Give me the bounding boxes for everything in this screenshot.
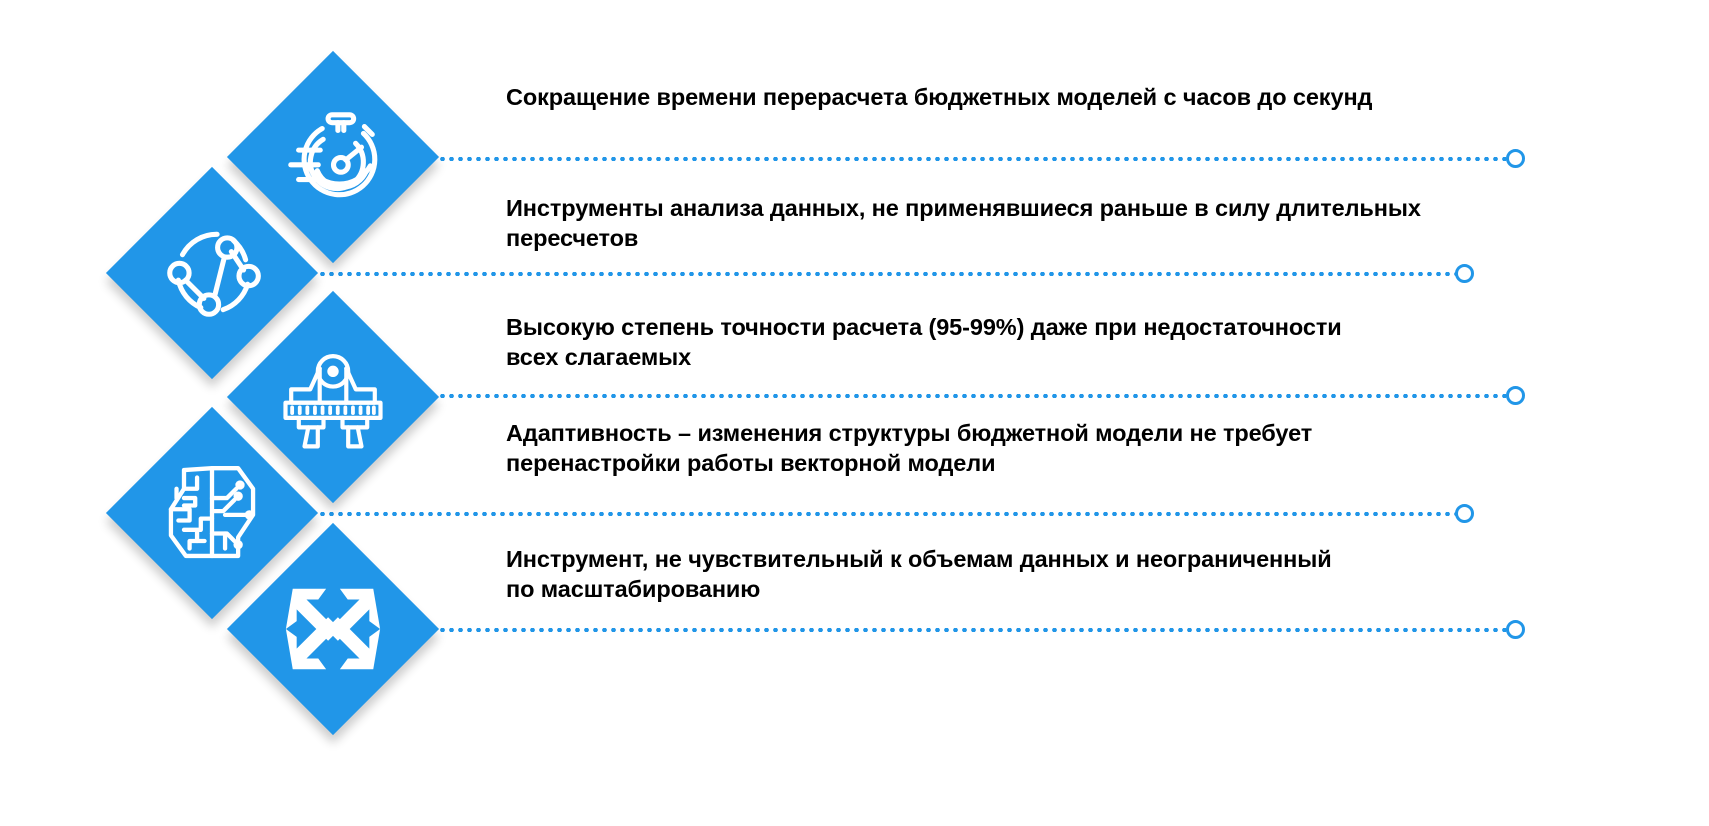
stopwatch-speed-icon [279, 103, 387, 211]
benefit-text-3: Высокую степень точности расчета (95-99%… [506, 314, 1342, 370]
connector-line-2 [318, 272, 1458, 276]
icon-diamond-1 [226, 50, 440, 264]
benefit-text-4: Адаптивность – изменения структуры бюдже… [506, 420, 1313, 476]
benefit-text-2: Инструменты анализа данных, не применявш… [506, 195, 1421, 251]
icon-diamond-4 [105, 406, 319, 620]
connector-line-3 [438, 394, 1510, 398]
connector-endpoint-1 [1506, 149, 1525, 168]
expand-arrows-icon [279, 575, 387, 683]
icon-diamond-5 [226, 522, 440, 736]
benefit-text-5: Инструмент, не чувствительный к объемам … [506, 546, 1332, 602]
network-analysis-icon [156, 217, 268, 329]
benefit-text-1: Сокращение времени перерасчета бюджетных… [506, 84, 1373, 110]
connector-line-1 [438, 157, 1510, 161]
connector-endpoint-4 [1455, 504, 1474, 523]
connector-endpoint-5 [1506, 620, 1525, 639]
connector-endpoint-2 [1455, 264, 1474, 283]
connector-line-4 [318, 512, 1458, 516]
icon-diamond-2 [105, 166, 319, 380]
connector-endpoint-3 [1506, 386, 1525, 405]
caliper-precision-icon [276, 340, 390, 454]
ai-brain-circuit-icon [156, 457, 268, 569]
icon-diamond-3 [226, 290, 440, 504]
connector-line-5 [438, 628, 1510, 632]
